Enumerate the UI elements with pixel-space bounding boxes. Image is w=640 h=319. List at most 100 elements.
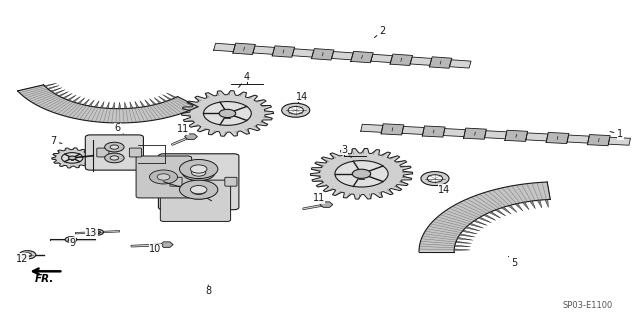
- Text: 1: 1: [610, 129, 623, 139]
- Polygon shape: [478, 217, 492, 223]
- Polygon shape: [135, 101, 139, 108]
- Circle shape: [19, 251, 36, 259]
- Polygon shape: [77, 98, 85, 104]
- Circle shape: [182, 165, 215, 181]
- Circle shape: [179, 160, 218, 179]
- Polygon shape: [390, 54, 413, 65]
- Circle shape: [352, 169, 371, 178]
- Polygon shape: [320, 202, 333, 207]
- Circle shape: [428, 175, 443, 182]
- Text: 2: 2: [374, 26, 386, 38]
- Polygon shape: [469, 223, 483, 228]
- FancyBboxPatch shape: [159, 154, 239, 210]
- Polygon shape: [47, 85, 59, 89]
- Text: 13: 13: [85, 228, 97, 238]
- Polygon shape: [159, 96, 167, 102]
- Circle shape: [95, 231, 100, 234]
- Polygon shape: [449, 60, 471, 68]
- Polygon shape: [145, 100, 150, 106]
- Polygon shape: [530, 201, 535, 209]
- Text: 3: 3: [341, 145, 351, 158]
- Circle shape: [219, 109, 236, 118]
- Polygon shape: [51, 88, 62, 92]
- Polygon shape: [526, 133, 548, 141]
- Circle shape: [191, 169, 206, 176]
- Polygon shape: [94, 101, 99, 107]
- Polygon shape: [17, 85, 198, 123]
- Circle shape: [68, 156, 76, 160]
- Circle shape: [65, 237, 77, 242]
- Circle shape: [179, 180, 218, 199]
- Polygon shape: [419, 182, 550, 252]
- Circle shape: [68, 238, 74, 241]
- Text: 4: 4: [239, 72, 250, 87]
- Circle shape: [190, 186, 207, 194]
- Text: 8: 8: [205, 285, 211, 296]
- Polygon shape: [381, 124, 404, 135]
- Text: 11: 11: [312, 193, 325, 203]
- FancyBboxPatch shape: [136, 156, 191, 198]
- Polygon shape: [214, 43, 236, 52]
- Text: FR.: FR.: [35, 274, 54, 285]
- Polygon shape: [422, 126, 445, 137]
- Polygon shape: [515, 204, 523, 211]
- FancyBboxPatch shape: [85, 135, 143, 170]
- Polygon shape: [310, 148, 413, 199]
- Circle shape: [61, 152, 83, 163]
- Polygon shape: [184, 134, 197, 139]
- Polygon shape: [52, 148, 93, 168]
- Polygon shape: [495, 209, 506, 216]
- Circle shape: [110, 145, 118, 149]
- Polygon shape: [125, 102, 127, 108]
- Polygon shape: [462, 230, 477, 234]
- Polygon shape: [609, 137, 630, 145]
- Text: 6: 6: [115, 123, 124, 134]
- Circle shape: [150, 170, 177, 184]
- Polygon shape: [150, 99, 156, 105]
- Polygon shape: [253, 46, 275, 54]
- Text: 11: 11: [177, 124, 189, 134]
- Circle shape: [204, 101, 252, 125]
- Polygon shape: [508, 205, 517, 212]
- Polygon shape: [163, 95, 172, 100]
- Polygon shape: [474, 220, 487, 225]
- Polygon shape: [444, 129, 465, 137]
- Polygon shape: [454, 245, 470, 247]
- FancyBboxPatch shape: [129, 148, 141, 157]
- Text: 5: 5: [508, 256, 517, 268]
- Text: SP03-E1100: SP03-E1100: [563, 301, 613, 310]
- Polygon shape: [465, 227, 480, 231]
- Polygon shape: [460, 234, 475, 237]
- Circle shape: [282, 103, 310, 117]
- Polygon shape: [130, 102, 133, 108]
- Circle shape: [110, 156, 118, 160]
- Polygon shape: [522, 202, 529, 210]
- Polygon shape: [588, 135, 610, 146]
- Polygon shape: [457, 237, 473, 240]
- Polygon shape: [181, 91, 273, 136]
- Circle shape: [288, 107, 303, 114]
- Polygon shape: [546, 132, 569, 144]
- Text: 7: 7: [50, 136, 62, 146]
- Circle shape: [105, 153, 124, 163]
- Polygon shape: [140, 100, 145, 107]
- Polygon shape: [454, 249, 470, 250]
- Polygon shape: [402, 126, 424, 134]
- Polygon shape: [292, 49, 314, 57]
- Polygon shape: [483, 214, 496, 220]
- Polygon shape: [545, 199, 548, 207]
- Circle shape: [105, 142, 124, 152]
- Polygon shape: [463, 128, 486, 139]
- Polygon shape: [351, 51, 373, 63]
- Polygon shape: [501, 207, 511, 214]
- Polygon shape: [361, 124, 383, 132]
- Circle shape: [191, 187, 206, 195]
- Polygon shape: [505, 130, 527, 141]
- Polygon shape: [88, 100, 94, 106]
- Circle shape: [421, 172, 449, 186]
- Polygon shape: [484, 131, 507, 139]
- Circle shape: [190, 165, 207, 173]
- Polygon shape: [332, 52, 353, 60]
- Polygon shape: [429, 57, 452, 68]
- Polygon shape: [72, 97, 81, 102]
